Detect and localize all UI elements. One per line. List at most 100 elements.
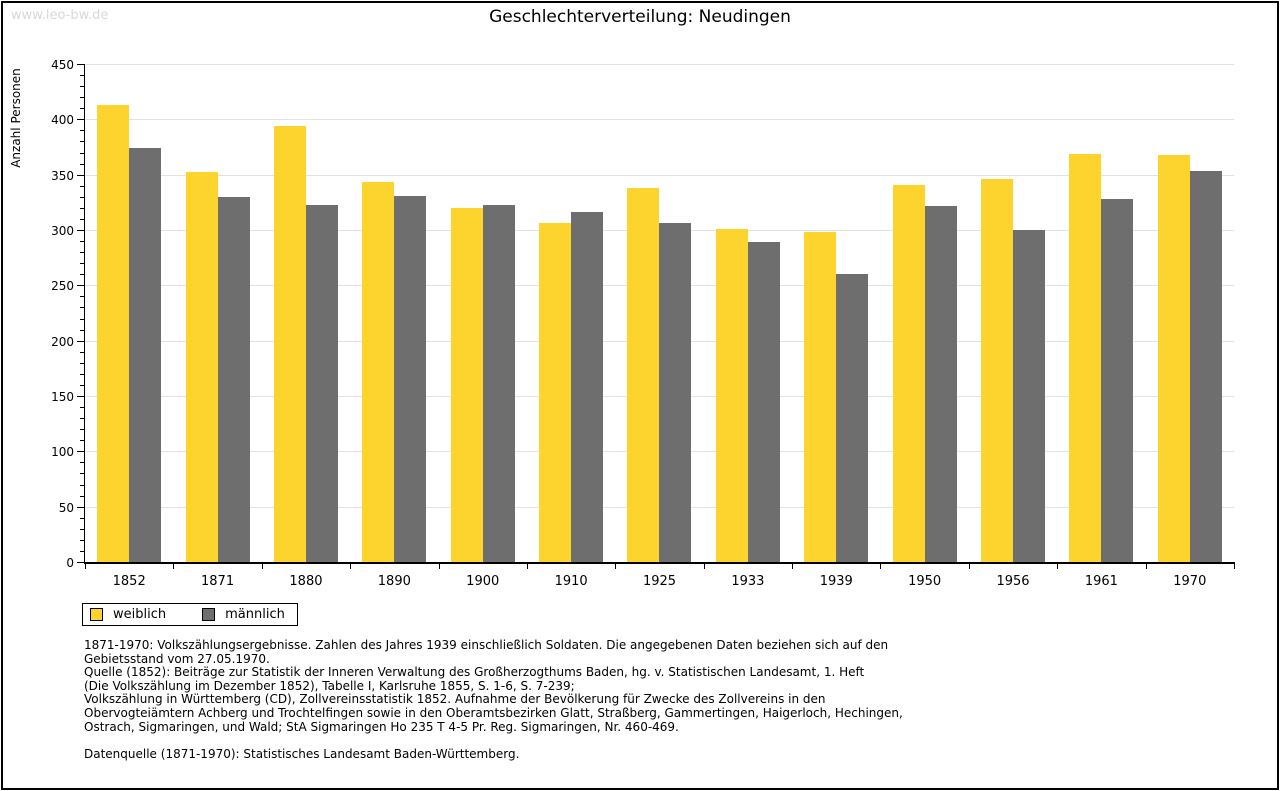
- bar-group-1890: [362, 182, 427, 562]
- x-tick-label-1961: 1961: [1084, 574, 1118, 589]
- y-tick-major-200: [77, 340, 84, 342]
- y-tick-minor-170: [80, 373, 84, 375]
- bar-group-1961: [1069, 153, 1134, 562]
- y-tick-minor-290: [80, 241, 84, 243]
- y-tick-minor-260: [80, 274, 84, 276]
- x-tick-label-1910: 1910: [554, 574, 588, 589]
- footnote-line-8: [84, 734, 903, 748]
- y-tick-minor-360: [80, 163, 84, 165]
- bar-männlich-1871: [217, 196, 250, 562]
- plot-area: 0 50 100 150 200 250 300 350 400 450 1852 1871 1880 1…: [51, 58, 1235, 589]
- bar-group-1970: [1157, 154, 1222, 562]
- x-tick-label-1950: 1950: [908, 574, 942, 589]
- category-cell-1910: [527, 64, 615, 562]
- bar-group-1950: [892, 184, 957, 562]
- bar-männlich-1890: [394, 195, 427, 562]
- y-tick-minor-370: [80, 152, 84, 154]
- bar-group-1925: [627, 187, 692, 562]
- y-tick-minor-40: [80, 517, 84, 519]
- x-tick-label-1852: 1852: [112, 574, 146, 589]
- bar-männlich-1880: [305, 204, 338, 562]
- y-tick-minor-70: [80, 484, 84, 486]
- legend-item-männlich: männlich: [202, 607, 285, 622]
- y-tick-label-350: 350: [51, 168, 74, 183]
- bar-männlich-1852: [129, 148, 162, 562]
- x-tick-label-1933: 1933: [731, 574, 765, 589]
- x-tick-boundary-8: [792, 562, 794, 569]
- category-cell-1939: [792, 64, 880, 562]
- x-tick-boundary-0: [85, 562, 86, 569]
- bar-männlich-1956: [1013, 230, 1046, 562]
- y-tick-label-200: 200: [51, 334, 74, 349]
- y-tick-label-300: 300: [51, 224, 74, 238]
- x-tick-boundary-5: [526, 562, 528, 569]
- bar-group-1933: [715, 228, 780, 562]
- chart-title: Geschlechterverteilung: Neudingen: [489, 7, 791, 27]
- x-tick-label-1871: 1871: [201, 574, 235, 589]
- y-tick-minor-420: [80, 97, 84, 99]
- bar-group-1900: [450, 204, 515, 562]
- y-tick-minor-220: [80, 318, 84, 320]
- category-cell-1950: [880, 64, 968, 562]
- y-tick-minor-110: [80, 440, 84, 442]
- category-cell-1900: [439, 64, 527, 562]
- x-tick-label-1970: 1970: [1173, 574, 1207, 589]
- y-tick-minor-390: [80, 130, 84, 132]
- y-tick-major-350: [77, 174, 84, 176]
- footnote-line-9: Datenquelle (1871-1970): Statistisches L…: [84, 746, 520, 761]
- x-tick-boundary-6: [615, 562, 617, 569]
- y-tick-minor-280: [80, 252, 84, 254]
- y-tick-minor-440: [80, 75, 84, 77]
- x-tick-boundary-3: [350, 562, 352, 569]
- x-tick-boundary-11: [1057, 562, 1059, 569]
- x-tick-boundary-4: [438, 562, 440, 569]
- category-cell-1852: [85, 64, 173, 562]
- y-tick-label-400: 400: [51, 113, 74, 128]
- bar-weiblich-1890: [362, 182, 395, 562]
- bar-männlich-1910: [571, 212, 604, 562]
- y-tick-minor-140: [80, 407, 84, 409]
- y-tick-minor-120: [80, 429, 84, 431]
- y-tick-minor-20: [80, 539, 84, 541]
- footnote-line-7: Ostrach, Sigmaringen, und Wald; StA Sigm…: [84, 719, 679, 734]
- y-tick-major-300: [77, 230, 84, 231]
- legend-label-weiblich: weiblich: [113, 607, 167, 622]
- y-tick-major-150: [77, 396, 84, 397]
- y-tick-minor-180: [80, 362, 84, 364]
- x-tick-label-1880: 1880: [289, 574, 323, 589]
- bar-männlich-1939: [836, 274, 869, 562]
- footnote-line-1: 1871-1970: Volkszählungsergebnisse. Zahl…: [84, 638, 889, 652]
- y-tick-label-150: 150: [51, 390, 74, 404]
- x-tick-label-1900: 1900: [466, 574, 500, 589]
- legend-swatch-männlich: [202, 608, 216, 621]
- y-tick-major-0: [77, 562, 84, 563]
- bar-group-1871: [185, 172, 250, 562]
- bar-weiblich-1900: [450, 207, 483, 562]
- y-tick-minor-340: [80, 185, 84, 187]
- y-tick-label-100: 100: [51, 445, 74, 460]
- x-tick-label-1890: 1890: [377, 574, 411, 589]
- bar-weiblich-1871: [185, 172, 218, 562]
- y-tick-minor-430: [80, 86, 84, 88]
- legend-item-weiblich: weiblich: [90, 607, 166, 622]
- y-tick-minor-310: [80, 218, 84, 220]
- y-tick-minor-240: [80, 296, 84, 298]
- y-tick-major-450: [77, 64, 84, 65]
- x-tick-boundary-10: [968, 562, 970, 569]
- legend-label-männlich: männlich: [225, 607, 285, 622]
- footnote-line-2: Gebietsstand vom 27.05.1970.: [84, 651, 270, 666]
- bar-group-1852: [97, 104, 162, 562]
- bar-weiblich-1970: [1157, 154, 1190, 562]
- category-cell-1890: [350, 64, 438, 562]
- category-cell-1933: [704, 64, 792, 562]
- y-tick-minor-10: [80, 550, 84, 552]
- watermark-text: www.leo-bw.de: [11, 8, 109, 23]
- legend-swatch-weiblich: [90, 608, 103, 621]
- y-tick-minor-80: [80, 473, 84, 475]
- y-tick-minor-160: [80, 384, 84, 386]
- y-tick-label-0: 0: [66, 556, 74, 570]
- bar-weiblich-1939: [804, 232, 837, 562]
- y-tick-minor-410: [80, 108, 84, 110]
- y-tick-minor-270: [80, 263, 84, 265]
